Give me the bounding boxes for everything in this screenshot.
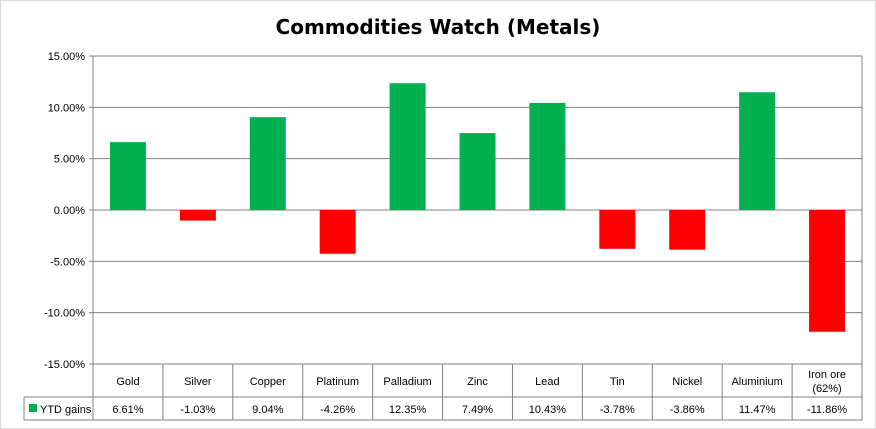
gridlines xyxy=(89,55,863,420)
y-tick-label: 5.00% xyxy=(54,154,85,166)
category-label: Tin xyxy=(610,376,625,388)
value-label: -3.78% xyxy=(600,404,635,416)
bar-copper xyxy=(249,117,286,210)
y-tick-label: -10.00% xyxy=(44,308,85,320)
category-label: Copper xyxy=(250,376,286,388)
value-label: -3.86% xyxy=(670,404,705,416)
chart-title: Commodities Watch (Metals) xyxy=(276,15,601,39)
category-label: (62%) xyxy=(812,383,841,395)
y-tick-label: 15.00% xyxy=(48,51,86,63)
bar-palladium xyxy=(389,83,426,210)
bar-aluminium xyxy=(739,92,776,210)
category-label: Silver xyxy=(184,376,212,388)
category-label: Platinum xyxy=(316,376,359,388)
value-label: 9.04% xyxy=(252,404,283,416)
bar-silver xyxy=(179,210,216,221)
y-tick-label: -5.00% xyxy=(50,256,85,268)
bar-iron-ore-62 xyxy=(809,210,846,332)
category-label: Aluminium xyxy=(731,376,782,388)
value-label: 7.49% xyxy=(462,404,493,416)
value-label: 12.35% xyxy=(389,404,427,416)
y-tick-label: -15.00% xyxy=(44,359,85,371)
category-label: Zinc xyxy=(467,376,488,388)
y-axis-ticks: 15.00% 10.00% 5.00% 0.00% -5.00% -10.00% -15.0… xyxy=(44,51,85,371)
y-tick-label: 10.00% xyxy=(48,102,86,114)
bar-lead xyxy=(529,102,566,210)
legend-swatch xyxy=(29,404,37,412)
bar-zinc xyxy=(459,133,496,210)
value-label: 11.47% xyxy=(739,404,776,416)
legend-label: YTD gains xyxy=(40,404,92,416)
value-label: -11.86% xyxy=(807,404,847,416)
y-tick-label: 0.00% xyxy=(54,205,85,217)
category-label: Nickel xyxy=(672,376,702,388)
data-table: Gold Silver Copper Platinum Palladium Zinc Lea… xyxy=(23,364,862,421)
category-label: Gold xyxy=(116,376,139,388)
bars xyxy=(109,83,846,332)
category-label: Iron ore xyxy=(808,369,846,381)
bar-gold xyxy=(109,142,146,210)
bar-platinum xyxy=(319,210,356,254)
bar-nickel xyxy=(669,210,706,250)
value-label: 10.43% xyxy=(529,404,567,416)
value-label: -1.03% xyxy=(180,404,215,416)
value-label: -4.26% xyxy=(320,404,355,416)
category-label: Lead xyxy=(535,376,559,388)
value-label: 6.61% xyxy=(112,404,143,416)
bar-tin xyxy=(599,210,636,249)
category-label: Palladium xyxy=(383,376,431,388)
